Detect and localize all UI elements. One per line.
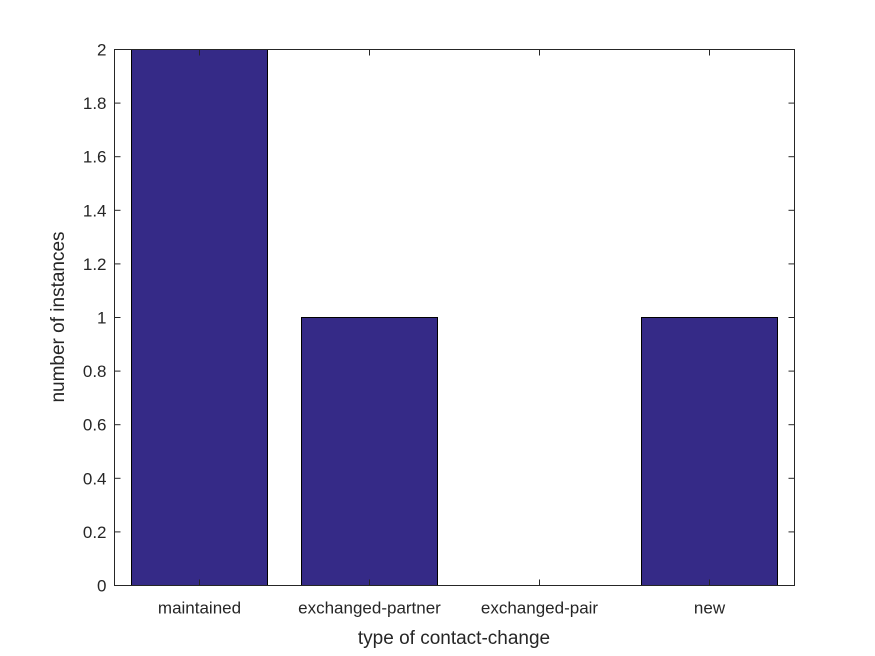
- y-tick-label: 1.4: [83, 201, 107, 220]
- x-axis-label: type of contact-change: [358, 628, 550, 649]
- y-tick-label: 0: [97, 577, 106, 596]
- y-tick-label: 1.2: [83, 255, 107, 274]
- y-tick-label: 1.8: [83, 94, 107, 113]
- bar: [131, 49, 268, 586]
- y-axis-label: number of instances: [48, 231, 69, 402]
- y-tick-label: 0.4: [83, 469, 107, 488]
- x-tick-label: exchanged-partner: [298, 599, 441, 618]
- x-tick-label: exchanged-pair: [481, 599, 599, 618]
- y-tick-label: 0.2: [83, 523, 107, 542]
- y-tick-label: 1.6: [83, 148, 107, 167]
- y-tick-label: 1: [97, 309, 106, 328]
- x-tick-label: maintained: [158, 599, 241, 618]
- bar: [641, 317, 778, 586]
- y-tick-label: 2: [97, 41, 106, 60]
- x-tick-label: new: [694, 599, 726, 618]
- y-tick-label: 0.6: [83, 416, 107, 435]
- y-tick-label: 0.8: [83, 362, 107, 381]
- bar: [301, 317, 438, 586]
